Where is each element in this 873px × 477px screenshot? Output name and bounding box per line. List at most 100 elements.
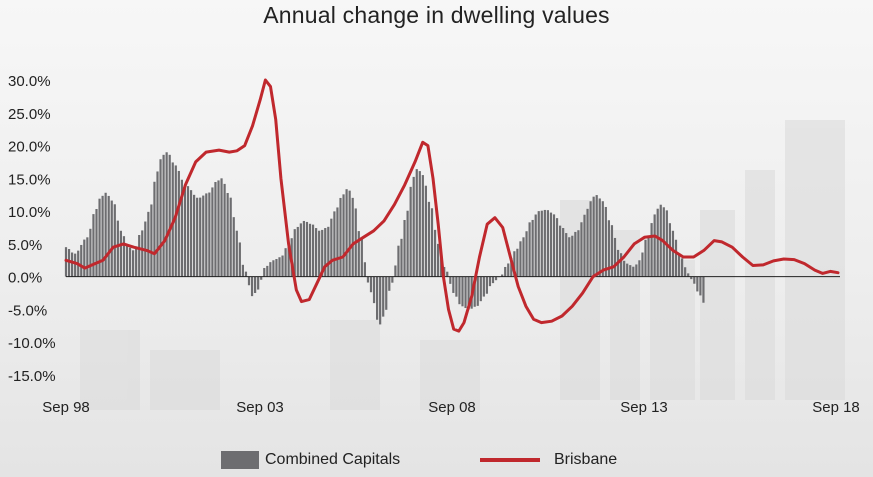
combined-capitals-bar (196, 197, 199, 277)
combined-capitals-bar (418, 171, 421, 277)
combined-capitals-bar (519, 241, 522, 277)
combined-capitals-bar (64, 247, 68, 277)
combined-capitals-bar (107, 195, 110, 277)
x-tick-label: Sep 13 (620, 399, 668, 416)
combined-capitals-bar (376, 276, 379, 320)
combined-capitals-bar (455, 276, 458, 297)
combined-capitals-bar (650, 223, 653, 277)
combined-capitals-bar (132, 250, 135, 277)
combined-capitals-bar (345, 189, 348, 277)
combined-capitals-bar (565, 233, 568, 277)
y-tick-label: 5.0% (8, 237, 42, 254)
combined-capitals-bar (238, 242, 241, 277)
combined-capitals-bar (632, 266, 635, 277)
combined-capitals-bar (324, 228, 327, 277)
combined-capitals-bar (199, 197, 202, 277)
combined-capitals-bar (125, 245, 129, 277)
combined-capitals-bar (394, 265, 397, 277)
y-tick-label: 10.0% (8, 204, 51, 221)
combined-capitals-bar (247, 276, 251, 286)
combined-capitals-bar (391, 276, 394, 283)
combined-capitals-bar (330, 218, 333, 277)
y-tick-label: -15.0% (8, 368, 56, 385)
combined-capitals-bar (690, 276, 693, 280)
legend-combined-capitals: Combined Capitals (221, 451, 400, 469)
combined-capitals-bar (116, 220, 119, 277)
combined-capitals-bar (293, 229, 296, 277)
combined-capitals-bar (589, 201, 592, 277)
combined-capitals-bar (568, 237, 571, 277)
combined-capitals-bar (598, 198, 601, 277)
combined-capitals-bar (165, 152, 168, 277)
combined-capitals-bar (311, 224, 315, 277)
combined-capitals-bar (95, 209, 98, 277)
combined-capitals-bars (64, 152, 705, 325)
combined-capitals-bar (546, 210, 549, 277)
combined-capitals-bar (644, 239, 647, 277)
combined-capitals-bar (357, 231, 360, 277)
combined-capitals-bar (629, 265, 632, 277)
x-tick-label: Sep 98 (42, 399, 90, 416)
combined-capitals-bar (513, 251, 516, 277)
combined-capitals-bar (315, 228, 318, 277)
combined-capitals-bar (333, 211, 336, 277)
combined-capitals-bar (677, 254, 681, 277)
combined-capitals-bar (415, 169, 418, 277)
combined-capitals-bar (552, 214, 556, 277)
combined-capitals-bar (260, 276, 263, 280)
combined-capitals-bar (641, 252, 644, 277)
combined-capitals-bar (476, 276, 479, 306)
combined-capitals-bar (162, 154, 165, 277)
combined-capitals-bar (446, 271, 449, 277)
combined-capitals-bar (620, 253, 623, 277)
combined-capitals-bar (257, 276, 260, 290)
combined-capitals-bar (433, 229, 437, 277)
combined-capitals-bar (101, 195, 104, 277)
combined-capitals-bar (110, 200, 113, 277)
y-tick-label: 25.0% (8, 106, 51, 123)
combined-capitals-bar (382, 276, 385, 317)
combined-capitals-bar (430, 208, 434, 277)
combined-capitals-bar (153, 181, 156, 277)
combined-capitals-bar (595, 195, 598, 277)
combined-capitals-bar (559, 225, 562, 277)
combined-capitals-bar (159, 159, 162, 277)
combined-capitals-bar (702, 276, 705, 303)
combined-capitals-bar (638, 260, 641, 277)
combined-capitals-bar (266, 265, 269, 277)
combined-capitals-bar (168, 154, 171, 277)
combined-capitals-bar (86, 237, 89, 277)
combined-capitals-bar (403, 219, 406, 277)
x-tick-label: Sep 08 (428, 399, 476, 416)
combined-capitals-bar (327, 226, 330, 277)
combined-capitals-bar (80, 244, 83, 277)
combined-capitals-bar (202, 195, 205, 277)
combined-capitals-bar (177, 170, 180, 277)
combined-capitals-bar (254, 276, 257, 293)
combined-capitals-bar (189, 190, 193, 277)
combined-capitals-bar (113, 204, 116, 277)
combined-capitals-bar (366, 276, 370, 283)
combined-capitals-bar (71, 252, 74, 277)
combined-capitals-bar (674, 239, 678, 277)
combined-capitals-bar (437, 243, 440, 277)
legend-bar-swatch (221, 451, 259, 469)
combined-capitals-bar (308, 223, 312, 277)
combined-capitals-bar (574, 231, 577, 277)
combined-capitals-bar (214, 182, 217, 277)
combined-capitals-bar (488, 276, 492, 287)
y-tick-label: 15.0% (8, 171, 51, 188)
combined-capitals-bar (342, 194, 345, 277)
combined-capitals-bar (385, 276, 388, 310)
combined-capitals-bar (244, 271, 248, 277)
combined-capitals-bar (479, 276, 482, 302)
combined-capitals-bar (681, 258, 684, 277)
combined-capitals-bar (504, 266, 507, 277)
combined-capitals-bar (348, 190, 351, 277)
combined-capitals-bar (543, 209, 546, 277)
combined-capitals-bar (534, 214, 537, 277)
combined-capitals-bar (687, 273, 690, 277)
combined-capitals-bar (592, 196, 595, 277)
combined-capitals-bar (372, 276, 376, 304)
